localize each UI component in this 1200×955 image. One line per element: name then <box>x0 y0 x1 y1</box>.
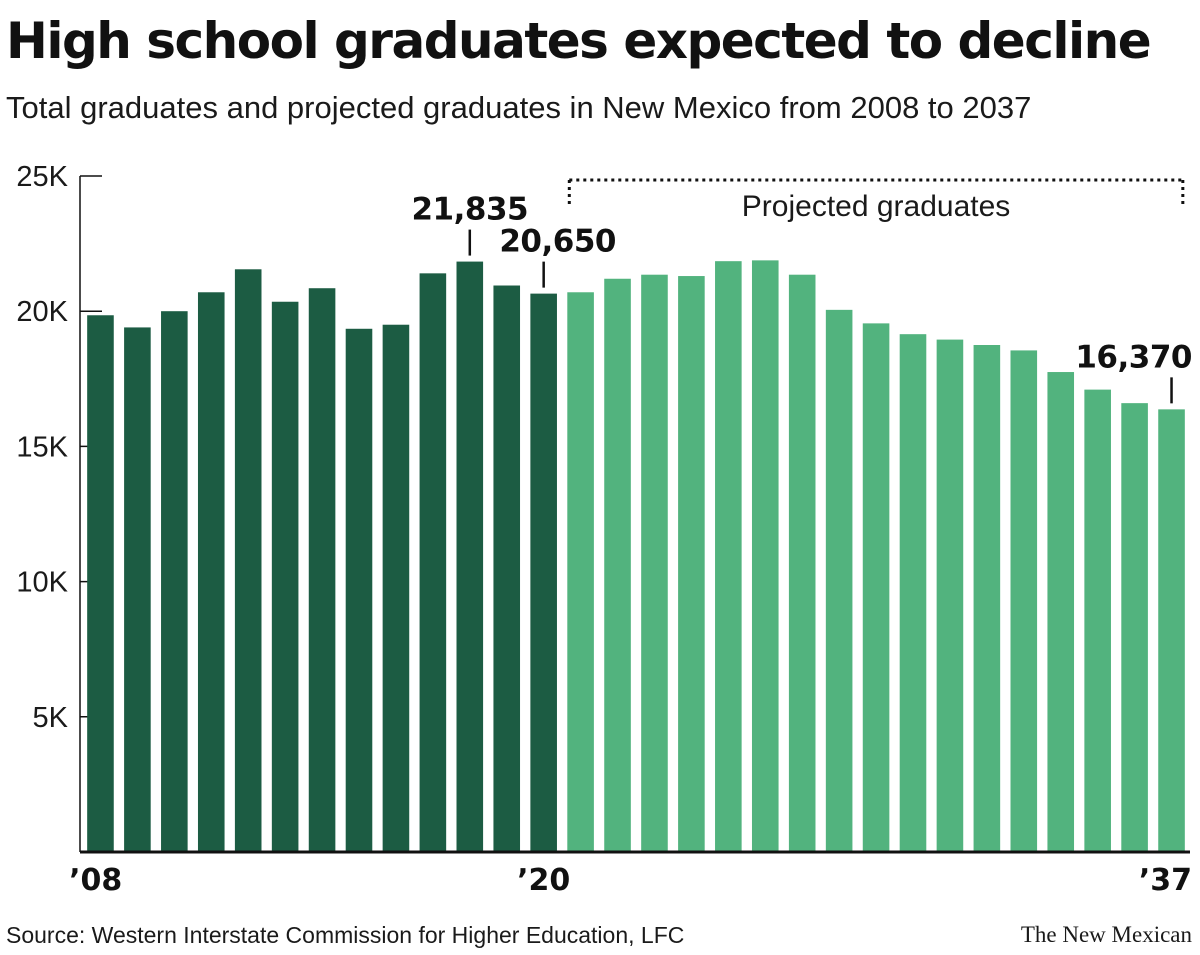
bar-2015 <box>345 328 373 852</box>
bar-2026 <box>751 260 779 852</box>
y-tick-label: 10K <box>16 567 68 599</box>
bar-2022 <box>604 278 631 852</box>
x-tick-label: ’20 <box>517 863 570 898</box>
bar-2010 <box>161 311 188 852</box>
chart-subtitle: Total graduates and projected graduates … <box>6 90 1032 125</box>
publisher-credit: The New Mexican <box>1020 922 1192 947</box>
bar-2031 <box>936 339 964 853</box>
x-axis: ’08 ’20 ’37 <box>69 850 1192 898</box>
bar-2012 <box>234 269 262 852</box>
bar-2019 <box>493 285 521 852</box>
bars <box>87 260 1185 853</box>
bar-2037 <box>1158 409 1185 852</box>
bar-2017 <box>419 273 447 853</box>
bar-2014 <box>308 288 336 853</box>
x-tick-label: ’37 <box>1139 863 1192 898</box>
bar-2030 <box>899 334 927 852</box>
bar-2034 <box>1047 372 1075 852</box>
bar-2036 <box>1121 403 1148 852</box>
bar-2029 <box>862 323 890 852</box>
data-label-2018: 21,835 <box>411 192 528 228</box>
bar-2018 <box>456 261 484 852</box>
bar-2028 <box>825 309 853 853</box>
bar-2024 <box>678 276 705 852</box>
projected-bracket: Projected graduates <box>567 178 1185 223</box>
x-tick-label: ’08 <box>69 863 122 898</box>
bar-2027 <box>788 274 816 852</box>
bar-2013 <box>271 301 299 852</box>
bar-2008 <box>87 315 114 852</box>
bar-2023 <box>641 274 668 852</box>
bar-2011 <box>197 292 225 852</box>
bar-2035 <box>1084 389 1111 852</box>
bracket-label: Projected graduates <box>742 190 1011 223</box>
y-tick-label: 15K <box>16 431 68 463</box>
source-note: Source: Western Interstate Commission fo… <box>6 922 685 948</box>
y-tick-label: 20K <box>16 296 68 328</box>
y-tick-label: 5K <box>33 702 69 734</box>
chart-title: High school graduates expected to declin… <box>6 12 1152 70</box>
bar-2021 <box>567 292 594 852</box>
bar-chart: 5K 10K 15K 20K 25K Projected graduates 21,83… <box>16 161 1193 898</box>
y-axis: 5K 10K 15K 20K 25K <box>16 161 102 852</box>
bar-2032 <box>973 345 1001 852</box>
data-label-2020: 20,650 <box>499 224 616 260</box>
y-tick-label: 25K <box>16 161 68 193</box>
bar-2016 <box>382 324 410 853</box>
bar-2009 <box>124 327 151 852</box>
bar-2020 <box>530 293 557 852</box>
bar-2025 <box>715 261 742 852</box>
data-label-2037: 16,370 <box>1075 339 1192 375</box>
bar-2033 <box>1010 350 1038 852</box>
